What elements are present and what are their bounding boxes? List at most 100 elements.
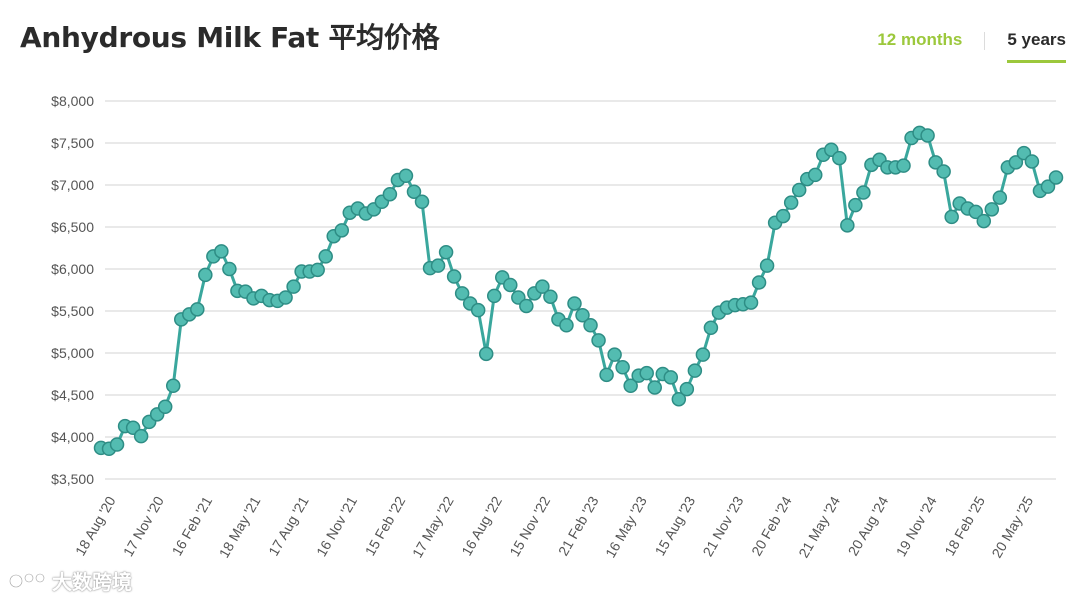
range-5-years-button[interactable]: 5 years bbox=[1007, 30, 1066, 63]
x-tick-label: 21 May '24 bbox=[795, 493, 843, 560]
x-tick-label: 20 May '25 bbox=[988, 493, 1036, 560]
data-point[interactable] bbox=[775, 208, 791, 224]
data-point[interactable] bbox=[751, 275, 767, 290]
data-point[interactable] bbox=[807, 167, 823, 183]
data-point[interactable] bbox=[856, 185, 871, 200]
data-point[interactable] bbox=[430, 258, 446, 273]
data-point[interactable] bbox=[687, 363, 703, 378]
x-tick-label: 15 Nov '22 bbox=[506, 493, 553, 559]
data-point[interactable] bbox=[438, 244, 454, 260]
x-tick-label: 15 Feb '22 bbox=[362, 493, 409, 558]
data-point[interactable] bbox=[671, 391, 687, 407]
watermark-logo-icon bbox=[8, 572, 46, 588]
x-tick-label: 17 Nov '20 bbox=[120, 493, 167, 559]
data-point[interactable] bbox=[414, 194, 430, 210]
data-point[interactable] bbox=[1024, 154, 1040, 169]
x-axis-labels: 18 Aug '20 17 Nov '20 16 Feb '21 18 May '21… bbox=[72, 493, 1037, 560]
data-point[interactable] bbox=[936, 164, 951, 179]
x-tick-label: 16 May '23 bbox=[602, 493, 650, 560]
data-point[interactable] bbox=[679, 381, 695, 397]
data-point[interactable] bbox=[615, 360, 630, 375]
data-point[interactable] bbox=[109, 437, 125, 452]
data-point[interactable] bbox=[623, 378, 638, 394]
data-point[interactable] bbox=[398, 168, 414, 184]
range-12-months-button[interactable]: 12 months bbox=[877, 30, 963, 49]
data-point[interactable] bbox=[286, 279, 301, 294]
y-tick-label: $4,000 bbox=[51, 429, 94, 445]
data-point[interactable] bbox=[992, 190, 1008, 205]
data-point[interactable] bbox=[599, 367, 614, 383]
data-point[interactable] bbox=[406, 184, 422, 199]
page-title: Anhydrous Milk Fat 平均价格 bbox=[20, 21, 440, 54]
data-point[interactable] bbox=[663, 370, 679, 385]
x-tick-label: 19 Nov '24 bbox=[893, 493, 940, 559]
data-point[interactable] bbox=[639, 365, 654, 381]
data-point[interactable] bbox=[382, 186, 398, 202]
y-tick-label: $6,000 bbox=[51, 261, 94, 277]
data-point[interactable] bbox=[519, 298, 534, 314]
data-point[interactable] bbox=[840, 218, 855, 233]
data-point[interactable] bbox=[591, 333, 606, 348]
data-point[interactable] bbox=[920, 128, 935, 143]
price-series bbox=[93, 125, 1064, 457]
data-point[interactable] bbox=[318, 249, 333, 264]
data-point[interactable] bbox=[832, 150, 847, 166]
data-point[interactable] bbox=[310, 262, 325, 278]
data-point[interactable] bbox=[607, 347, 622, 362]
y-tick-label: $7,500 bbox=[51, 135, 94, 151]
data-point[interactable] bbox=[583, 318, 598, 333]
data-point[interactable] bbox=[575, 307, 590, 323]
data-point[interactable] bbox=[783, 195, 799, 210]
x-tick-label: 18 Feb '25 bbox=[941, 493, 988, 558]
y-tick-label: $6,500 bbox=[51, 219, 94, 235]
data-point[interactable] bbox=[1040, 179, 1056, 194]
data-point[interactable] bbox=[984, 202, 1000, 217]
data-point[interactable] bbox=[157, 399, 173, 415]
data-point[interactable] bbox=[133, 428, 149, 444]
x-tick-label: 16 Feb '21 bbox=[168, 493, 215, 558]
data-point[interactable] bbox=[446, 269, 462, 284]
data-point[interactable] bbox=[470, 302, 486, 318]
x-tick-label: 17 Aug '21 bbox=[265, 493, 312, 558]
data-point[interactable] bbox=[976, 213, 992, 229]
data-point[interactable] bbox=[896, 158, 911, 173]
y-axis-labels: $3,500 $4,000 $4,500 $5,000 $5,500 $6,000 $6,5… bbox=[51, 93, 94, 487]
data-point[interactable] bbox=[759, 258, 775, 273]
data-point[interactable] bbox=[848, 197, 863, 213]
data-point[interactable] bbox=[503, 277, 518, 293]
data-point[interactable] bbox=[743, 295, 759, 310]
range-separator bbox=[984, 32, 986, 50]
data-point[interactable] bbox=[968, 204, 983, 220]
data-point[interactable] bbox=[190, 302, 205, 317]
y-tick-label: $3,500 bbox=[51, 471, 94, 487]
y-tick-label: $5,500 bbox=[51, 303, 94, 319]
watermark: 大数跨境 bbox=[8, 566, 132, 595]
data-point[interactable] bbox=[454, 286, 470, 301]
data-point[interactable] bbox=[944, 209, 959, 225]
data-point[interactable] bbox=[695, 347, 711, 362]
data-point[interactable] bbox=[165, 378, 181, 394]
data-point[interactable] bbox=[1048, 170, 1064, 185]
x-tick-label: 21 Feb '23 bbox=[555, 493, 602, 558]
data-point[interactable] bbox=[486, 288, 502, 304]
data-point[interactable] bbox=[214, 244, 229, 259]
data-point[interactable] bbox=[791, 182, 807, 198]
data-point[interactable] bbox=[928, 155, 943, 170]
data-point[interactable] bbox=[222, 261, 237, 277]
data-point[interactable] bbox=[278, 290, 293, 305]
data-point[interactable] bbox=[334, 223, 350, 238]
x-tick-label: 20 Aug '24 bbox=[845, 493, 892, 558]
data-point[interactable] bbox=[647, 380, 662, 395]
data-point[interactable] bbox=[559, 318, 574, 333]
x-tick-label: 15 Aug '23 bbox=[651, 493, 698, 558]
data-point[interactable] bbox=[535, 279, 550, 294]
data-point[interactable] bbox=[543, 289, 558, 304]
data-point[interactable] bbox=[478, 346, 494, 362]
data-point[interactable] bbox=[567, 296, 582, 311]
data-point[interactable] bbox=[198, 267, 213, 283]
data-point[interactable] bbox=[1008, 155, 1024, 170]
range-toggle: 12 months 5 years bbox=[877, 30, 1066, 63]
y-tick-label: $7,000 bbox=[51, 177, 94, 193]
data-point[interactable] bbox=[703, 320, 719, 336]
